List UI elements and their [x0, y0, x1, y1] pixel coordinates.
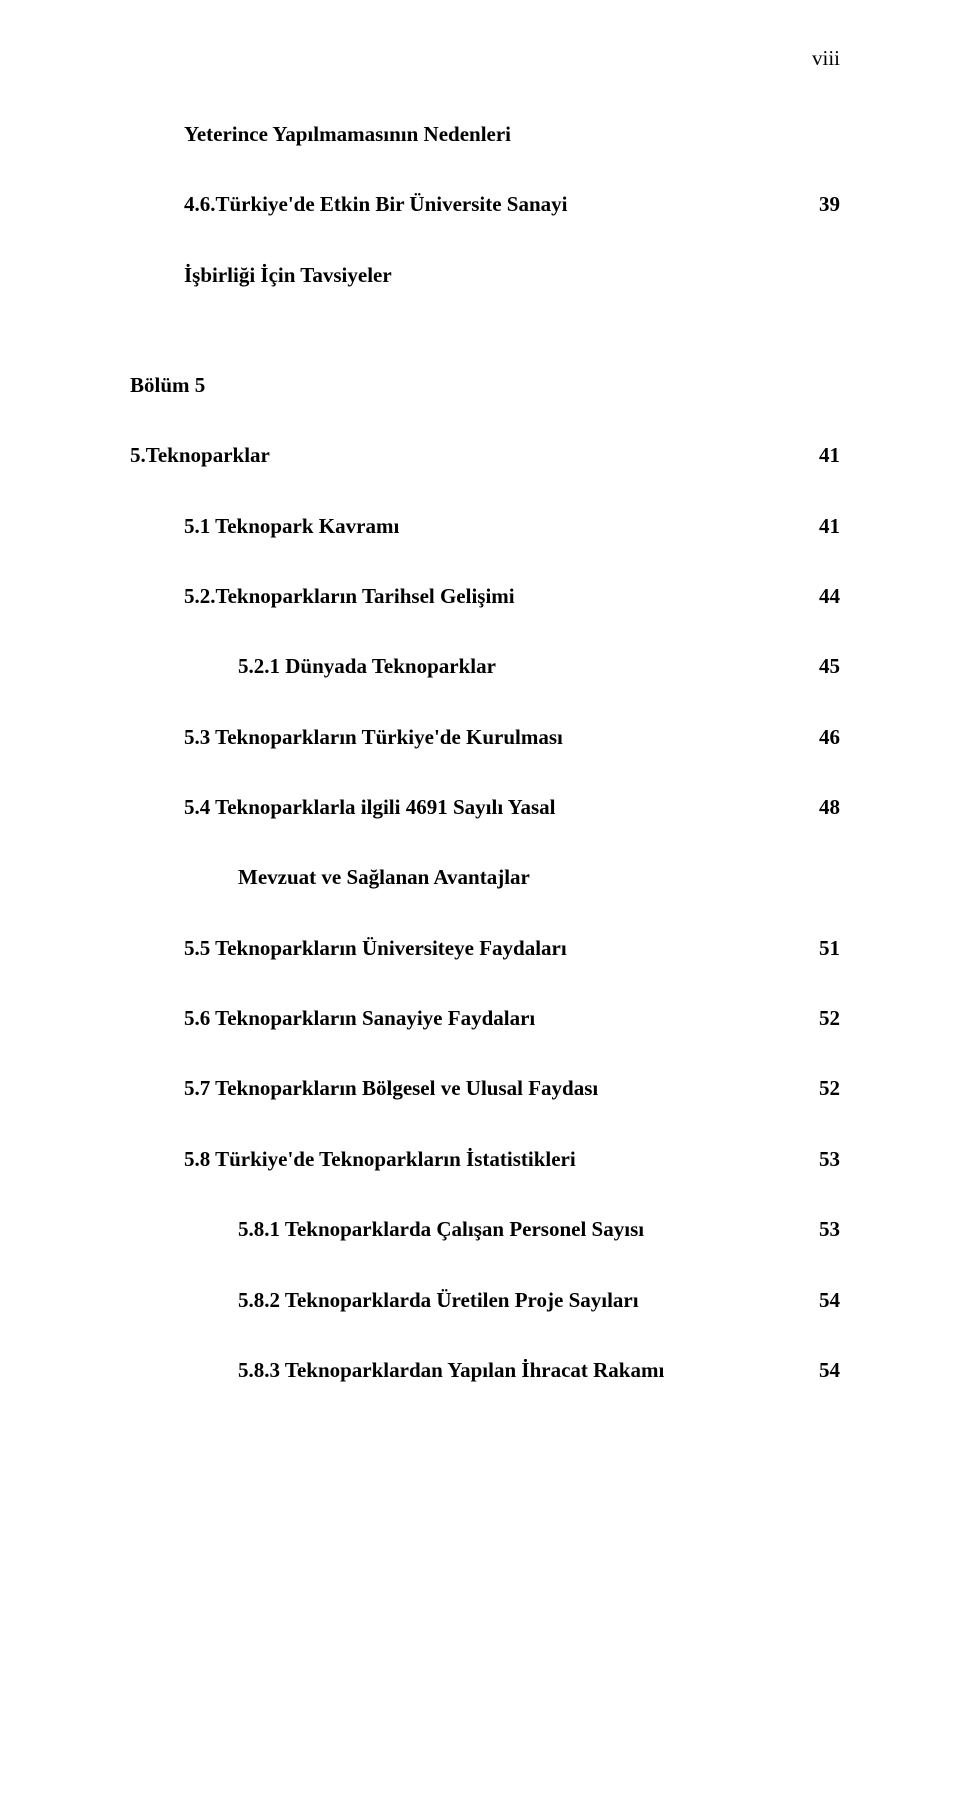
page: viii Yeterince Yapılmamasının Nedenleri …: [0, 0, 960, 1812]
toc-entry: 5.8.3 Teknoparklardan Yapılan İhracat Ra…: [130, 1356, 840, 1384]
toc-content: Yeterince Yapılmamasının Nedenleri 4.6.T…: [130, 120, 840, 1384]
toc-page: 52: [800, 1004, 840, 1032]
toc-label: 5.8.2 Teknoparklarda Üretilen Proje Sayı…: [238, 1286, 800, 1314]
toc-page: 51: [800, 934, 840, 962]
toc-entry: 5.3 Teknoparkların Türkiye'de Kurulması …: [130, 723, 840, 751]
toc-page: 53: [800, 1145, 840, 1173]
toc-entry: 5.7 Teknoparkların Bölgesel ve Ulusal Fa…: [130, 1074, 840, 1102]
toc-page: 41: [800, 441, 840, 469]
toc-page: 54: [800, 1356, 840, 1384]
toc-page: 46: [800, 723, 840, 751]
toc-label: 5.6 Teknoparkların Sanayiye Faydaları: [184, 1004, 800, 1032]
toc-page: 39: [800, 190, 840, 218]
toc-label: 5.8.1 Teknoparklarda Çalışan Personel Sa…: [238, 1215, 800, 1243]
toc-page: 54: [800, 1286, 840, 1314]
toc-label: 4.6.Türkiye'de Etkin Bir Üniversite Sana…: [184, 190, 800, 218]
toc-entry: 5.8.1 Teknoparklarda Çalışan Personel Sa…: [130, 1215, 840, 1243]
toc-entry: 5.8.2 Teknoparklarda Üretilen Proje Sayı…: [130, 1286, 840, 1314]
toc-page: 48: [800, 793, 840, 821]
toc-continuation: İşbirliği İçin Tavsiyeler: [130, 261, 840, 289]
toc-label: Yeterince Yapılmamasının Nedenleri: [184, 120, 800, 148]
section-heading: Bölüm 5: [130, 371, 840, 399]
toc-page: 44: [800, 582, 840, 610]
toc-page: 53: [800, 1215, 840, 1243]
toc-label: 5.8 Türkiye'de Teknoparkların İstatistik…: [184, 1145, 800, 1173]
toc-entry: 5.5 Teknoparkların Üniversiteye Faydalar…: [130, 934, 840, 962]
toc-page: 52: [800, 1074, 840, 1102]
toc-label: 5.2.Teknoparkların Tarihsel Gelişimi: [184, 582, 800, 610]
toc-entry: Yeterince Yapılmamasının Nedenleri: [130, 120, 840, 148]
toc-label: 5.8.3 Teknoparklardan Yapılan İhracat Ra…: [238, 1356, 800, 1384]
toc-label: 5.Teknoparklar: [130, 441, 800, 469]
toc-entry: 5.4 Teknoparklarla ilgili 4691 Sayılı Ya…: [130, 793, 840, 821]
page-number-header: viii: [812, 44, 840, 72]
toc-page: 45: [800, 652, 840, 680]
toc-continuation: Mevzuat ve Sağlanan Avantajlar: [130, 863, 840, 891]
toc-label: 5.1 Teknopark Kavramı: [184, 512, 800, 540]
toc-entry: 5.Teknoparklar 41: [130, 441, 840, 469]
toc-label: 5.4 Teknoparklarla ilgili 4691 Sayılı Ya…: [184, 793, 800, 821]
toc-entry: 4.6.Türkiye'de Etkin Bir Üniversite Sana…: [130, 190, 840, 218]
toc-label: 5.7 Teknoparkların Bölgesel ve Ulusal Fa…: [184, 1074, 800, 1102]
toc-entry: 5.1 Teknopark Kavramı 41: [130, 512, 840, 540]
toc-entry: 5.2.1 Dünyada Teknoparklar 45: [130, 652, 840, 680]
toc-entry: 5.2.Teknoparkların Tarihsel Gelişimi 44: [130, 582, 840, 610]
toc-entry: 5.8 Türkiye'de Teknoparkların İstatistik…: [130, 1145, 840, 1173]
toc-entry: 5.6 Teknoparkların Sanayiye Faydaları 52: [130, 1004, 840, 1032]
toc-label: 5.3 Teknoparkların Türkiye'de Kurulması: [184, 723, 800, 751]
toc-label: 5.5 Teknoparkların Üniversiteye Faydalar…: [184, 934, 800, 962]
toc-page: 41: [800, 512, 840, 540]
toc-label: 5.2.1 Dünyada Teknoparklar: [238, 652, 800, 680]
